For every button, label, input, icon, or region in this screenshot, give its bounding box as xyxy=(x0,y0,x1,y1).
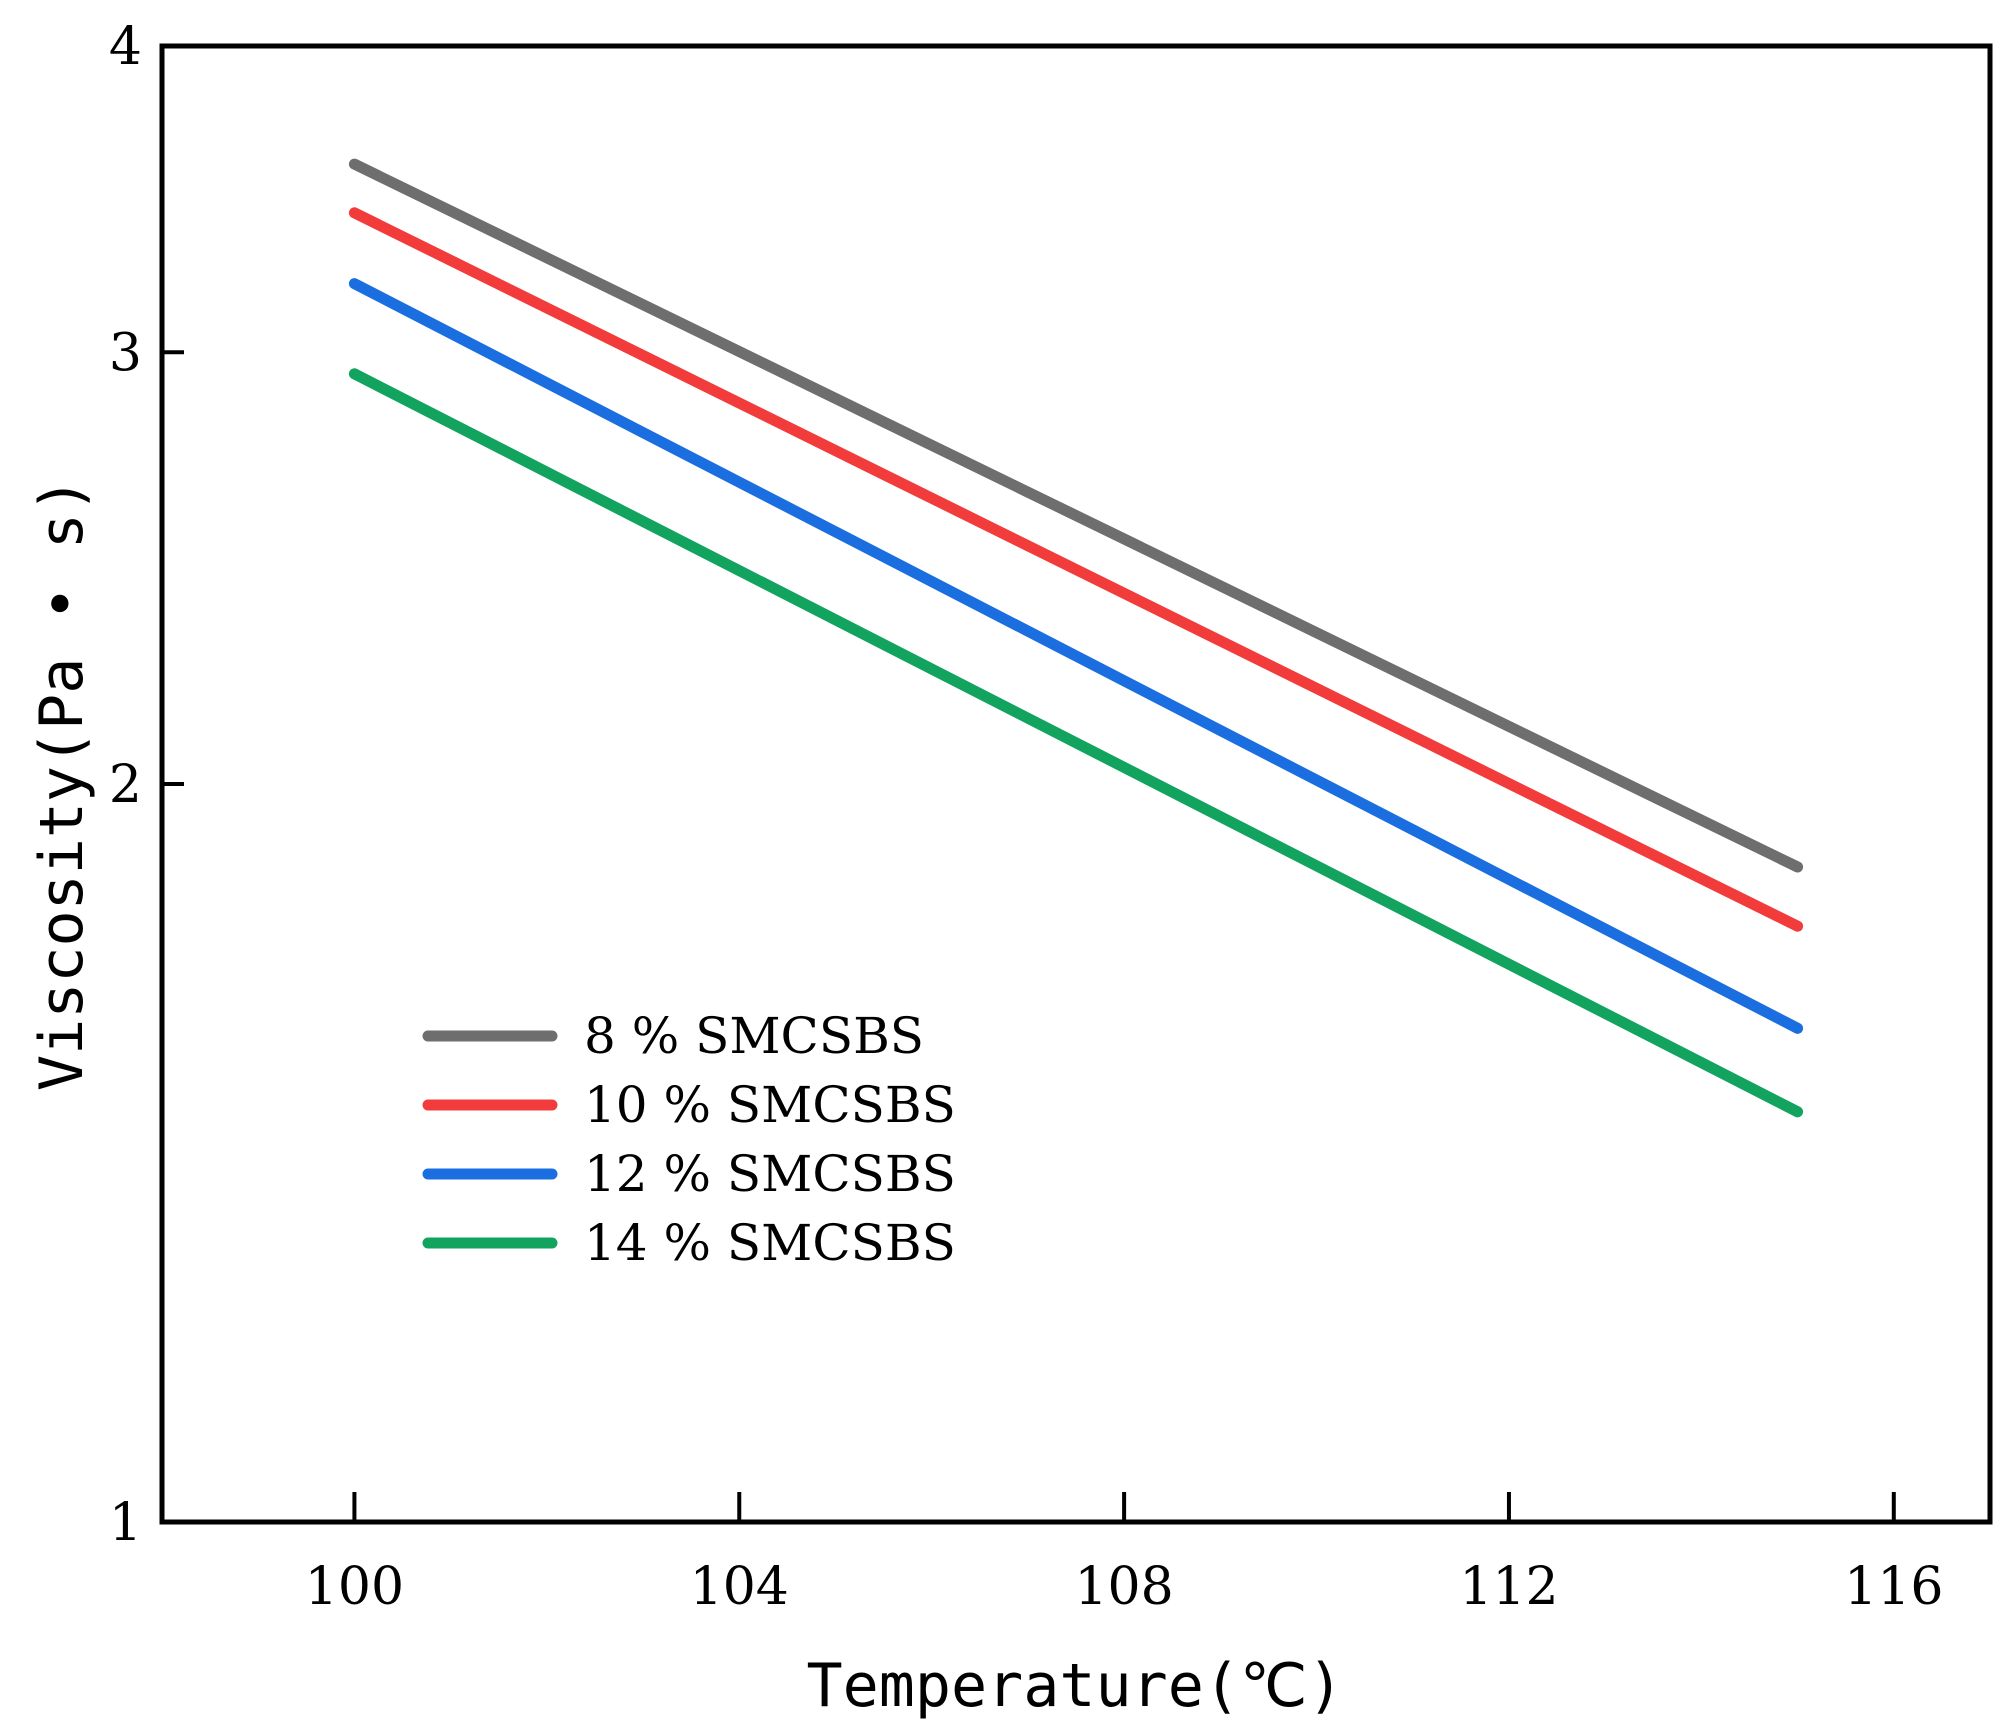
legend-label-1: 8 % SMCSBS xyxy=(584,1007,924,1065)
x-tick-label-108: 108 xyxy=(1074,1557,1173,1617)
legend-label-4: 14 % SMCSBS xyxy=(584,1214,956,1272)
plot-background xyxy=(162,46,1990,1522)
y-axis: 1 2 3 4 xyxy=(109,17,184,1553)
x-tick-label-116: 116 xyxy=(1844,1557,1943,1617)
y-axis-title: Viscosity(Pa • s) xyxy=(27,477,97,1091)
y-tick-label-1: 1 xyxy=(109,1493,142,1553)
series-line-3 xyxy=(348,278,1804,1034)
x-axis: 100 104 108 112 116 xyxy=(305,1492,1943,1617)
y-tick-label-3: 3 xyxy=(109,323,142,383)
series-layer xyxy=(348,158,1804,1118)
y-tick-label-4: 4 xyxy=(109,17,142,77)
x-tick-label-100: 100 xyxy=(305,1557,404,1617)
legend: 8 % SMCSBS 10 % SMCSBS 12 % SMCSBS 14 % SMC… xyxy=(422,1007,956,1272)
series-line-2 xyxy=(348,207,1804,932)
series-line-4 xyxy=(348,368,1804,1118)
legend-label-3: 12 % SMCSBS xyxy=(584,1145,956,1203)
legend-label-2: 10 % SMCSBS xyxy=(584,1076,956,1134)
x-axis-title: Temperature(℃) xyxy=(807,1651,1344,1721)
x-tick-label-112: 112 xyxy=(1459,1557,1558,1617)
y-tick-label-2: 2 xyxy=(109,755,142,815)
x-tick-label-104: 104 xyxy=(690,1557,789,1617)
series-line-1 xyxy=(348,158,1804,873)
